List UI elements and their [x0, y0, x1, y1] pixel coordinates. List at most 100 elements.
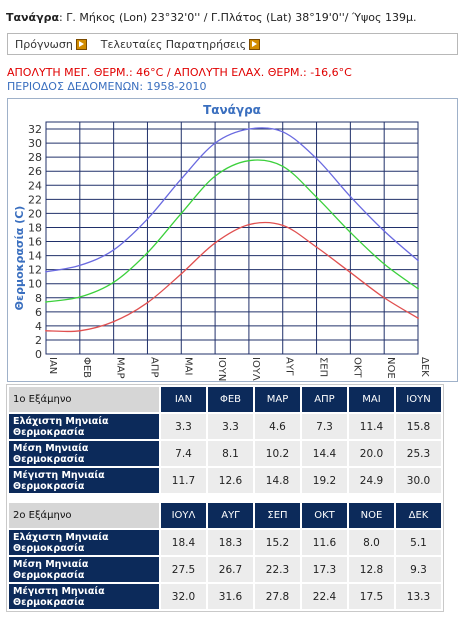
table-cell: 5.1 — [396, 530, 441, 555]
data-point-max — [112, 249, 115, 251]
data-point-min — [78, 329, 81, 332]
data-point-mean — [248, 159, 250, 162]
table-cell: 17.5 — [349, 584, 394, 609]
semester-header-row: 1ο Εξάμηνο ΙΑΝ ΦΕΒ ΜΑΡ ΑΠΡ ΜΑΙ ΙΟΥΝ — [9, 387, 441, 412]
forecast-link[interactable]: Πρόγνωση — [15, 38, 87, 51]
table-cell: 19.2 — [302, 468, 347, 493]
month-header: ΔΕΚ — [396, 503, 441, 528]
month-header: ΜΑΡ — [255, 387, 300, 412]
x-tick-label: ΑΠΡ — [148, 357, 159, 377]
month-header: ΟΚΤ — [302, 503, 347, 528]
data-point-min — [349, 271, 352, 274]
y-tick-label: 18 — [28, 221, 42, 234]
data-point-mean — [281, 165, 284, 168]
station-name: Τανάγρα — [6, 11, 60, 24]
data-point-max — [45, 270, 47, 273]
table-cell: 11.6 — [302, 530, 347, 555]
data-point-min — [315, 246, 318, 249]
table-row: Ελάχιστη Μηνιαία Θερμοκρασία 3.3 3.3 4.6 7.3… — [9, 414, 441, 439]
semester-separator — [9, 495, 441, 501]
semester-label: 1ο Εξάμηνο — [9, 387, 159, 412]
month-header: ΝΟΕ — [349, 503, 394, 528]
data-point-max — [248, 128, 250, 130]
month-header: ΙΟΥΛ — [161, 503, 206, 528]
month-header: ΙΑΝ — [161, 387, 206, 412]
links-bar: Πρόγνωση Τελευταίες Παρατηρήσεις — [7, 33, 458, 55]
table-cell: 15.8 — [396, 414, 441, 439]
x-tick-label: ΣΕΠ — [318, 357, 329, 377]
table-cell: 8.1 — [208, 441, 253, 466]
semester-label: 2ο Εξάμηνο — [9, 503, 159, 528]
table-cell: 4.6 — [255, 414, 300, 439]
table-cell: 27.8 — [255, 584, 300, 609]
table-cell: 7.4 — [161, 441, 206, 466]
table-cell: 20.0 — [349, 441, 394, 466]
forecast-link-label: Πρόγνωση — [15, 37, 73, 51]
month-header: ΦΕΒ — [208, 387, 253, 412]
table-cell: 12.6 — [208, 468, 253, 493]
table-cell: 24.9 — [349, 468, 394, 493]
data-point-min — [214, 242, 216, 244]
data-point-max — [146, 218, 149, 220]
series-line-max — [45, 127, 419, 273]
x-tick-label: ΜΑΙ — [182, 357, 193, 375]
absolute-records: ΑΠΟΛΥΤΗ ΜΕΓ. ΘΕΡΜ.: 46°C / ΑΠΟΛΥΤΗ ΕΛΑΧ.… — [7, 66, 352, 79]
data-point-min — [248, 223, 250, 226]
station-header: Τανάγρα: Γ. Μήκος (Lon) 23°32'0'' / Γ.Πλ… — [6, 11, 417, 24]
y-tick-label: 30 — [28, 137, 42, 150]
data-point-max — [78, 264, 81, 267]
table-cell: 26.7 — [208, 557, 253, 582]
y-tick-label: 28 — [28, 151, 42, 164]
row-label: Μέση Μηνιαία Θερμοκρασία — [9, 557, 159, 582]
observations-link-label: Τελευταίες Παρατηρήσεις — [100, 37, 247, 51]
data-point-max — [281, 130, 284, 133]
table-row: Μέγιστη Μηνιαία Θερμοκρασία 32.0 31.6 27.8 2… — [9, 584, 441, 609]
arrow-right-icon — [249, 38, 261, 50]
month-header: ΣΕΠ — [255, 503, 300, 528]
month-header: ΙΟΥΝ — [396, 387, 441, 412]
data-point-min — [45, 329, 47, 332]
chart-title: Τανάγρα — [203, 103, 261, 117]
x-tick-label: ΑΥΓ — [284, 357, 295, 376]
table-cell: 32.0 — [161, 584, 206, 609]
series-line-min — [45, 221, 419, 333]
x-tick-label: ΙΑΝ — [47, 357, 58, 374]
series-line-mean — [45, 159, 419, 303]
table-cell: 14.8 — [255, 468, 300, 493]
x-tick-label: ΟΚΤ — [351, 357, 362, 378]
y-tick-label: 16 — [28, 236, 42, 249]
y-axis-label: Θερμοκρασία (C) — [13, 206, 26, 311]
y-tick-label: 26 — [28, 165, 42, 178]
y-tick-label: 20 — [28, 207, 42, 220]
data-point-mean — [383, 263, 386, 265]
table-row: Ελάχιστη Μηνιαία Θερμοκρασία 18.4 18.3 15.2… — [9, 530, 441, 555]
data-point-max — [417, 259, 419, 262]
data-point-min — [146, 301, 149, 304]
row-label: Μέγιστη Μηνιαία Θερμοκρασία — [9, 584, 159, 609]
data-point-mean — [180, 212, 183, 215]
y-tick-label: 14 — [28, 250, 42, 263]
month-header: ΑΥΓ — [208, 503, 253, 528]
observations-link[interactable]: Τελευταίες Παρατηρήσεις — [100, 37, 261, 51]
data-point-min — [281, 224, 284, 227]
month-header: ΑΠΡ — [302, 387, 347, 412]
y-tick-label: 24 — [28, 179, 42, 192]
row-label: Ελάχιστη Μηνιαία Θερμοκρασία — [9, 414, 159, 439]
table-row: Μέγιστη Μηνιαία Θερμοκρασία 11.7 12.6 14.8 1… — [9, 468, 441, 493]
data-point-min — [180, 272, 183, 275]
station-details: Γ. Μήκος (Lon) 23°32'0'' / Γ.Πλάτος (Lat… — [66, 11, 417, 24]
table-cell: 18.3 — [208, 530, 253, 555]
row-label: Ελάχιστη Μηνιαία Θερμοκρασία — [9, 530, 159, 555]
data-point-max — [214, 142, 216, 144]
data-point-min — [417, 317, 419, 320]
y-tick-label: 32 — [28, 123, 42, 136]
semester-header-row: 2ο Εξάμηνο ΙΟΥΛ ΑΥΓ ΣΕΠ ΟΚΤ ΝΟΕ ΔΕΚ — [9, 503, 441, 528]
table-cell: 3.3 — [208, 414, 253, 439]
x-tick-label: ΜΑΡ — [115, 357, 126, 379]
table-cell: 31.6 — [208, 584, 253, 609]
table-cell: 25.3 — [396, 441, 441, 466]
table-cell: 8.0 — [349, 530, 394, 555]
data-period: ΠΕΡΙΟΔΟΣ ΔΕΔΟΜΕΝΩΝ: 1958-2010 — [7, 80, 207, 93]
table-cell: 22.3 — [255, 557, 300, 582]
